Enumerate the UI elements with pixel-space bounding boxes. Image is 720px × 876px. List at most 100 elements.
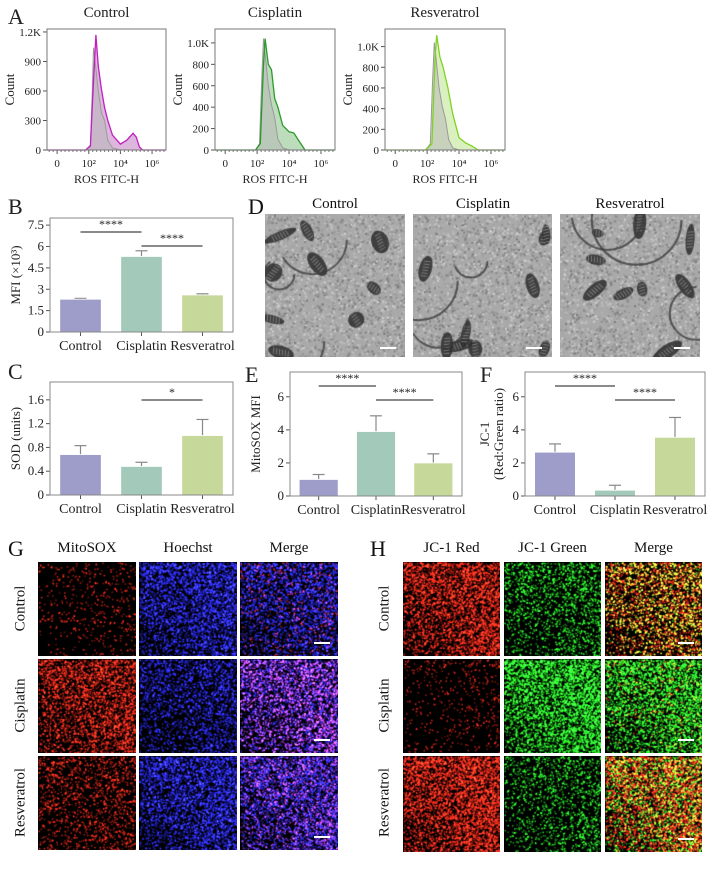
histogram-control-trace bbox=[47, 47, 166, 151]
plot-frame bbox=[289, 371, 463, 497]
y-tick-label: 600 bbox=[25, 86, 42, 98]
row-label-cisplatin: Cisplatin bbox=[376, 678, 393, 733]
fluorescence-image bbox=[38, 756, 136, 850]
x-axis-label: ROS FITC-H bbox=[412, 172, 477, 186]
y-tick-label: 6 bbox=[278, 389, 285, 404]
significance-stars: **** bbox=[160, 231, 184, 245]
plot-frame bbox=[46, 28, 167, 151]
x-tick-label: Control bbox=[534, 503, 577, 518]
y-tick-label: 0 bbox=[513, 488, 520, 503]
fluorescence-image bbox=[240, 756, 338, 850]
x-tick-label: 10⁴ bbox=[452, 158, 467, 170]
x-tick-label: Cisplatin bbox=[116, 339, 167, 354]
y-tick-label: 1.0K bbox=[357, 42, 379, 54]
histogram-control: 0 300 600 900 1.2K 0 10² 10⁴ 10⁶ Control ROS FITC-… bbox=[2, 4, 167, 186]
y-axis-label: Count bbox=[2, 73, 17, 105]
y-tick-label: 800 bbox=[193, 59, 210, 71]
histogram-cisplatin: 0 200 400 600 800 1.0K 0 10² 10⁴ 10⁶ Cisplatin ROS … bbox=[170, 5, 336, 186]
y-tick-label: 0 bbox=[374, 145, 380, 157]
histogram-fill-sample bbox=[385, 35, 505, 151]
y-tick-label: 600 bbox=[363, 83, 380, 95]
y-tick-label: 2 bbox=[513, 455, 520, 470]
panel-label: F bbox=[480, 362, 492, 387]
bar-resveratrol bbox=[654, 436, 696, 497]
fluorescence-image bbox=[605, 659, 702, 753]
x-tick-label: 10² bbox=[250, 158, 265, 170]
x-tick-label: Resveratrol bbox=[401, 503, 466, 518]
y-tick-label: 0 bbox=[204, 145, 210, 157]
scale-bar bbox=[678, 642, 694, 644]
x-tick-label: 10² bbox=[82, 158, 97, 170]
bar-chart-jc1: 0 2 4 6 Control Cisplatin Resveratrol **** **** J… bbox=[477, 362, 707, 518]
histogram-sample-trace bbox=[47, 34, 166, 151]
y-tick-label: 800 bbox=[363, 62, 380, 74]
y-tick-label: 6 bbox=[513, 389, 520, 404]
y-tick-label: 300 bbox=[25, 115, 42, 127]
y-axis-label: Count bbox=[340, 73, 355, 105]
x-tick-label: 10² bbox=[420, 158, 435, 170]
panel-label-g: G bbox=[8, 536, 24, 561]
y-axis-label: Count bbox=[170, 73, 185, 105]
y-tick-label: 1.2K bbox=[19, 27, 41, 39]
x-axis-label: ROS FITC-H bbox=[242, 172, 307, 186]
row-label-control: Control bbox=[12, 585, 29, 632]
panel-label-h: H bbox=[370, 536, 386, 561]
y-tick-label: 0 bbox=[278, 488, 285, 503]
x-axis-label: ROS FITC-H bbox=[74, 172, 139, 186]
y-tick-label: 4 bbox=[513, 422, 520, 437]
y-tick-label: 1.6 bbox=[28, 392, 45, 407]
tem-title-resveratrol: Resveratrol bbox=[595, 196, 665, 212]
histogram-fill-sample bbox=[47, 34, 166, 150]
y-axis-label: MitoSOX MFI bbox=[248, 395, 263, 473]
fluorescence-image bbox=[504, 562, 601, 656]
row-label-control: Control bbox=[376, 585, 393, 632]
significance-stars: **** bbox=[633, 385, 657, 399]
fluorescence-image bbox=[504, 756, 601, 852]
y-tick-label: 1.0K bbox=[187, 38, 209, 50]
column-title-hoechst: Hoechst bbox=[163, 540, 213, 556]
scale-bar bbox=[674, 347, 690, 349]
fluorescence-image bbox=[403, 562, 500, 656]
column-title-jc1-red: JC-1 Red bbox=[423, 540, 480, 556]
fluorescence-image bbox=[504, 659, 601, 753]
histogram-resveratrol: 0 200 400 600 800 1.0K 0 10² 10⁴ 10⁶ Resveratrol RO… bbox=[340, 5, 506, 186]
significance-stars: **** bbox=[335, 371, 359, 385]
bar-control bbox=[534, 451, 576, 497]
fluorescence-image bbox=[139, 756, 237, 850]
y-axis-label: JC-1 bbox=[477, 422, 492, 447]
chart-title: Cisplatin bbox=[248, 5, 303, 21]
x-tick-label: 10⁴ bbox=[113, 158, 128, 170]
panel-label-d: D bbox=[248, 194, 264, 219]
y-axis-label-line2: (Red:Green ratio) bbox=[491, 388, 506, 480]
panel-label: B bbox=[8, 194, 23, 219]
y-tick-label: 400 bbox=[363, 104, 380, 116]
tem-image-control bbox=[265, 214, 405, 357]
x-tick-label: Cisplatin bbox=[590, 503, 641, 518]
x-tick-label: Control bbox=[59, 502, 102, 517]
bar-resveratrol bbox=[413, 462, 454, 497]
x-tick-label: Resveratrol bbox=[170, 339, 235, 354]
significance-stars: **** bbox=[573, 371, 597, 385]
x-tick-label: Resveratrol bbox=[170, 502, 235, 517]
fluorescence-image bbox=[403, 659, 500, 753]
y-axis-label: MFI (×10³) bbox=[8, 245, 23, 304]
tem-title-control: Control bbox=[312, 196, 358, 212]
row-label-resveratrol: Resveratrol bbox=[12, 767, 29, 838]
scale-bar bbox=[678, 739, 694, 741]
fluorescence-image bbox=[605, 562, 702, 656]
fluorescence-image bbox=[38, 659, 136, 753]
y-tick-label: 7.5 bbox=[28, 217, 44, 232]
chart-title: Control bbox=[84, 5, 130, 21]
y-axis-label: SOD (units) bbox=[8, 407, 23, 470]
y-tick-label: 0 bbox=[38, 324, 45, 339]
y-tick-label: 200 bbox=[193, 124, 210, 136]
row-label-resveratrol: Resveratrol bbox=[376, 767, 393, 838]
x-tick-label: Cisplatin bbox=[351, 503, 402, 518]
fluorescence-image bbox=[139, 562, 237, 656]
x-tick-label: Cisplatin bbox=[116, 502, 167, 517]
panel-label: E bbox=[245, 362, 258, 387]
x-tick-label: 0 bbox=[54, 158, 60, 170]
scale-bar bbox=[526, 347, 542, 349]
tem-image-cisplatin bbox=[413, 214, 552, 357]
y-tick-label: 4.5 bbox=[28, 260, 44, 275]
